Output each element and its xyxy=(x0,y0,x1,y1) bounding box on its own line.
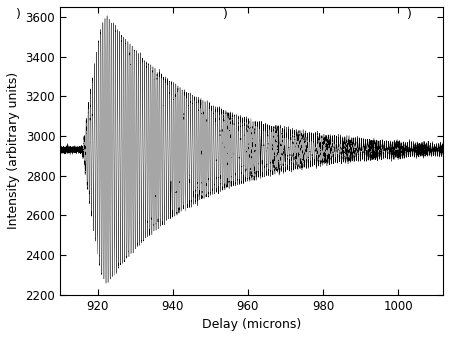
Text: ): ) xyxy=(407,8,412,21)
X-axis label: Delay (microns): Delay (microns) xyxy=(202,318,301,331)
Text: ): ) xyxy=(16,8,20,21)
Text: ): ) xyxy=(223,8,227,21)
Y-axis label: Intensity (arbitrary units): Intensity (arbitrary units) xyxy=(7,72,20,230)
